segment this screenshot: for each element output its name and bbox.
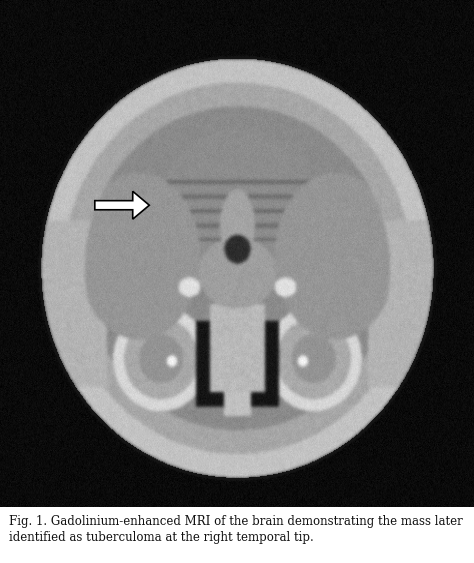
FancyArrow shape xyxy=(95,191,149,219)
Text: Fig. 1. Gadolinium-enhanced MRI of the brain demonstrating the mass later
identi: Fig. 1. Gadolinium-enhanced MRI of the b… xyxy=(9,515,463,544)
